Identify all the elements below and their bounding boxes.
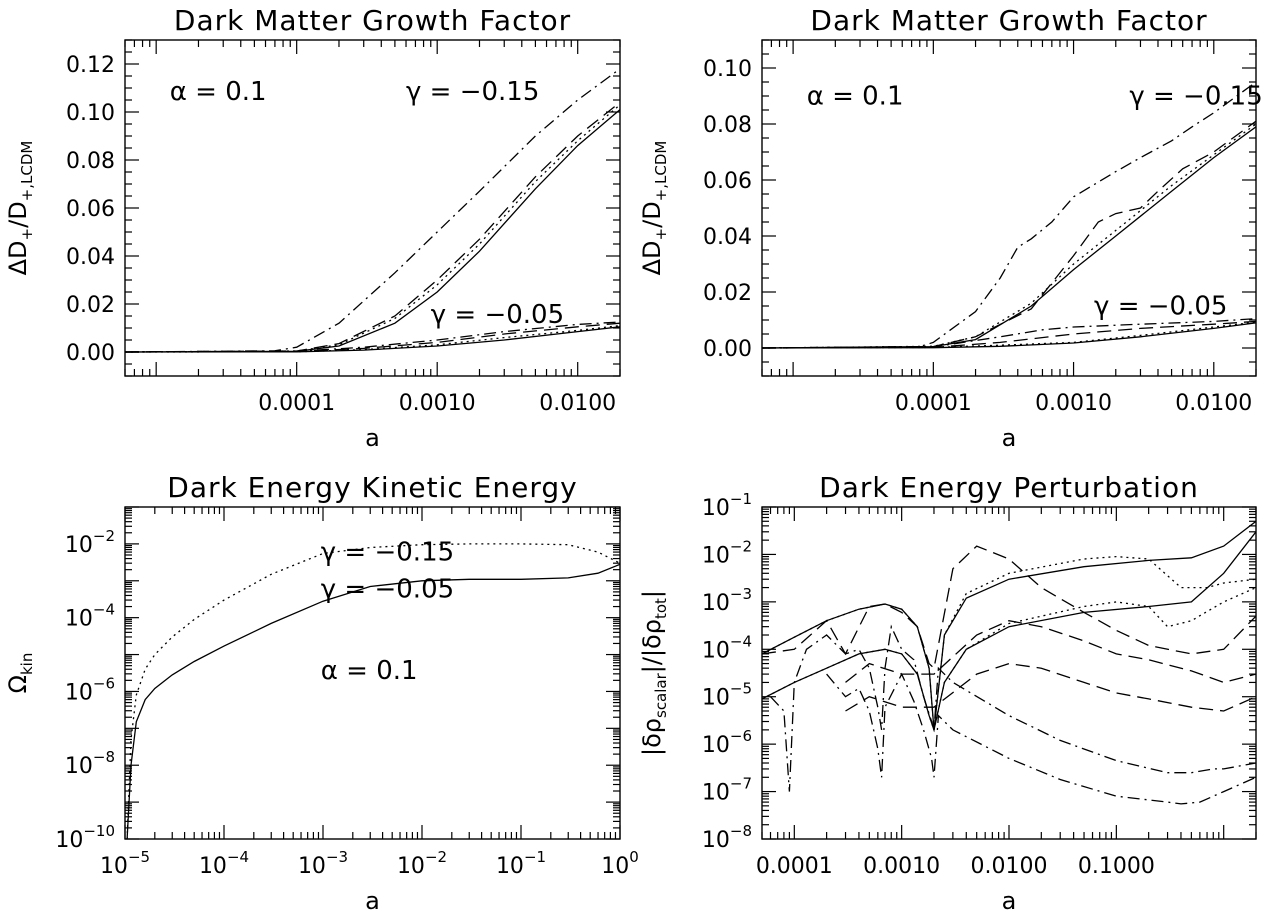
x-tick-label: 10−2: [397, 848, 447, 879]
y-tick-label: 0.02: [703, 281, 752, 306]
y-tick-label: 0.08: [703, 113, 752, 138]
y-tick-label: 0.04: [703, 225, 752, 250]
series-line-2-dot: [126, 543, 620, 839]
series-group: [126, 543, 620, 839]
y-axis-label: |δρscalar|/|δρtot|: [638, 590, 670, 756]
panel-2: Dark Matter Growth Factor 0.0001 0.0010 0.0…: [638, 4, 1263, 452]
x-tick-label: 0.0001: [895, 391, 972, 416]
y-axis-label: ΔD+/D+,LCDM: [638, 141, 670, 276]
y-tick-label: 10−2: [65, 527, 115, 558]
y-tick-label: 0.00: [703, 337, 752, 362]
series-line-3-dot: [125, 104, 620, 353]
series-group: [125, 68, 620, 353]
x-tick-label: 0.0010: [399, 391, 476, 416]
y-tick-label: 10−5: [702, 680, 752, 711]
series-line-1-solid: [126, 563, 620, 839]
x-tick-label: 0.0001: [756, 854, 833, 879]
y-tick-label: 10−8: [65, 748, 115, 779]
series-line-5-dot: [762, 587, 1256, 733]
annotation-label: γ = −0.15: [321, 538, 454, 568]
series-line-4-dot: [762, 555, 1256, 730]
series-line-8-dashdot: [762, 317, 1256, 349]
panel-3: Dark Energy Kinetic Energy 10−5 10−4 10−3 10…: [4, 471, 639, 915]
y-tick-label: 0.08: [66, 149, 115, 174]
axis-ticks: [124, 39, 621, 377]
y-tick-label: 10−1: [702, 490, 752, 521]
annotation-label: γ = −0.05: [1094, 291, 1227, 321]
chart-title: Dark Matter Growth Factor: [810, 4, 1207, 37]
y-tick-label: 10−10: [55, 822, 115, 853]
x-tick-label: 0.1000: [1078, 854, 1155, 879]
series-line-2-solid: [762, 531, 1256, 733]
series-line-8-dashdot: [770, 624, 1256, 792]
x-tick-label: 0.0100: [1175, 391, 1252, 416]
x-tick-label: 0.0100: [971, 854, 1048, 879]
series-line-7-dashed: [845, 662, 1256, 712]
x-tick-label: 0.0010: [1035, 391, 1112, 416]
y-tick-label: 10−6: [702, 727, 752, 758]
axis-ticks: [761, 506, 1257, 840]
y-tick-label: 0.06: [66, 197, 115, 222]
plot-frame: [761, 506, 1257, 840]
series-line-9-dashdot: [826, 672, 1256, 805]
panel-1: Dark Matter Growth Factor 0.0001 0.0010 0.0…: [4, 4, 621, 452]
series-line-2-dashed: [762, 120, 1256, 349]
x-axis-label: a: [365, 424, 380, 452]
x-axis-label: a: [1002, 887, 1017, 915]
x-tick-label: 10−5: [100, 848, 150, 879]
x-tick-label: 10−4: [199, 848, 249, 879]
series-line-1-solid: [762, 520, 1256, 730]
y-tick-label: 0.10: [703, 57, 752, 82]
x-tick-label: 0.0100: [539, 391, 616, 416]
chart-title: Dark Matter Growth Factor: [174, 4, 571, 37]
y-tick-label: 10−6: [65, 674, 115, 705]
series-line-8-dashdot: [125, 321, 620, 353]
series-line-3-dot: [762, 123, 1256, 349]
plot-frame: [124, 506, 621, 840]
y-tick-label: 0.00: [66, 341, 115, 366]
annotation-label: γ = −0.05: [431, 300, 564, 330]
panel-4: Dark Energy Perturbation 0.0001 0.0010 0.01…: [638, 471, 1257, 915]
chart-title: Dark Energy Kinetic Energy: [167, 471, 577, 504]
y-tick-label: 10−8: [702, 822, 752, 853]
y-axis-label: ΔD+/D+,LCDM: [4, 141, 36, 276]
annotation-label: α = 0.1: [170, 77, 267, 107]
y-tick-label: 0.02: [66, 293, 115, 318]
y-axis-label: Ωkin: [4, 653, 36, 694]
x-tick-label: 100: [601, 848, 639, 879]
x-axis-label: a: [365, 887, 380, 915]
series-line-6-dashed: [845, 620, 1256, 684]
y-tick-label: 10−7: [702, 775, 752, 806]
x-tick-label: 10−3: [298, 848, 348, 879]
x-tick-label: 10−1: [496, 848, 546, 879]
annotation-label: γ = −0.15: [1129, 81, 1262, 111]
y-tick-label: 10−2: [702, 537, 752, 568]
y-tick-label: 10−4: [702, 632, 752, 663]
series-line-3-dashed: [762, 545, 1256, 670]
series-group: [762, 81, 1256, 349]
chart-title: Dark Energy Perturbation: [819, 471, 1199, 504]
x-tick-label: 0.0010: [863, 854, 940, 879]
series-line-4-dashdot: [762, 81, 1256, 349]
axis-ticks: [761, 39, 1257, 377]
y-tick-label: 0.12: [66, 53, 115, 78]
series-line-7-dot: [125, 324, 620, 353]
series-group: [762, 520, 1256, 805]
annotation-label: γ = −0.15: [406, 77, 539, 107]
x-axis-label: a: [1002, 424, 1017, 452]
y-tick-label: 10−3: [702, 585, 752, 616]
annotation-label: α = 0.1: [807, 81, 904, 111]
annotation-label: γ = −0.05: [321, 575, 454, 605]
x-tick-label: 0.0001: [258, 391, 335, 416]
annotation-label: α = 0.1: [321, 656, 418, 686]
series-line-2-dashed: [125, 101, 620, 353]
y-tick-label: 0.10: [66, 101, 115, 126]
series-line-1-solid: [125, 109, 620, 353]
y-tick-label: 0.04: [66, 245, 115, 270]
y-tick-label: 10−4: [65, 601, 115, 632]
y-tick-label: 0.06: [703, 169, 752, 194]
